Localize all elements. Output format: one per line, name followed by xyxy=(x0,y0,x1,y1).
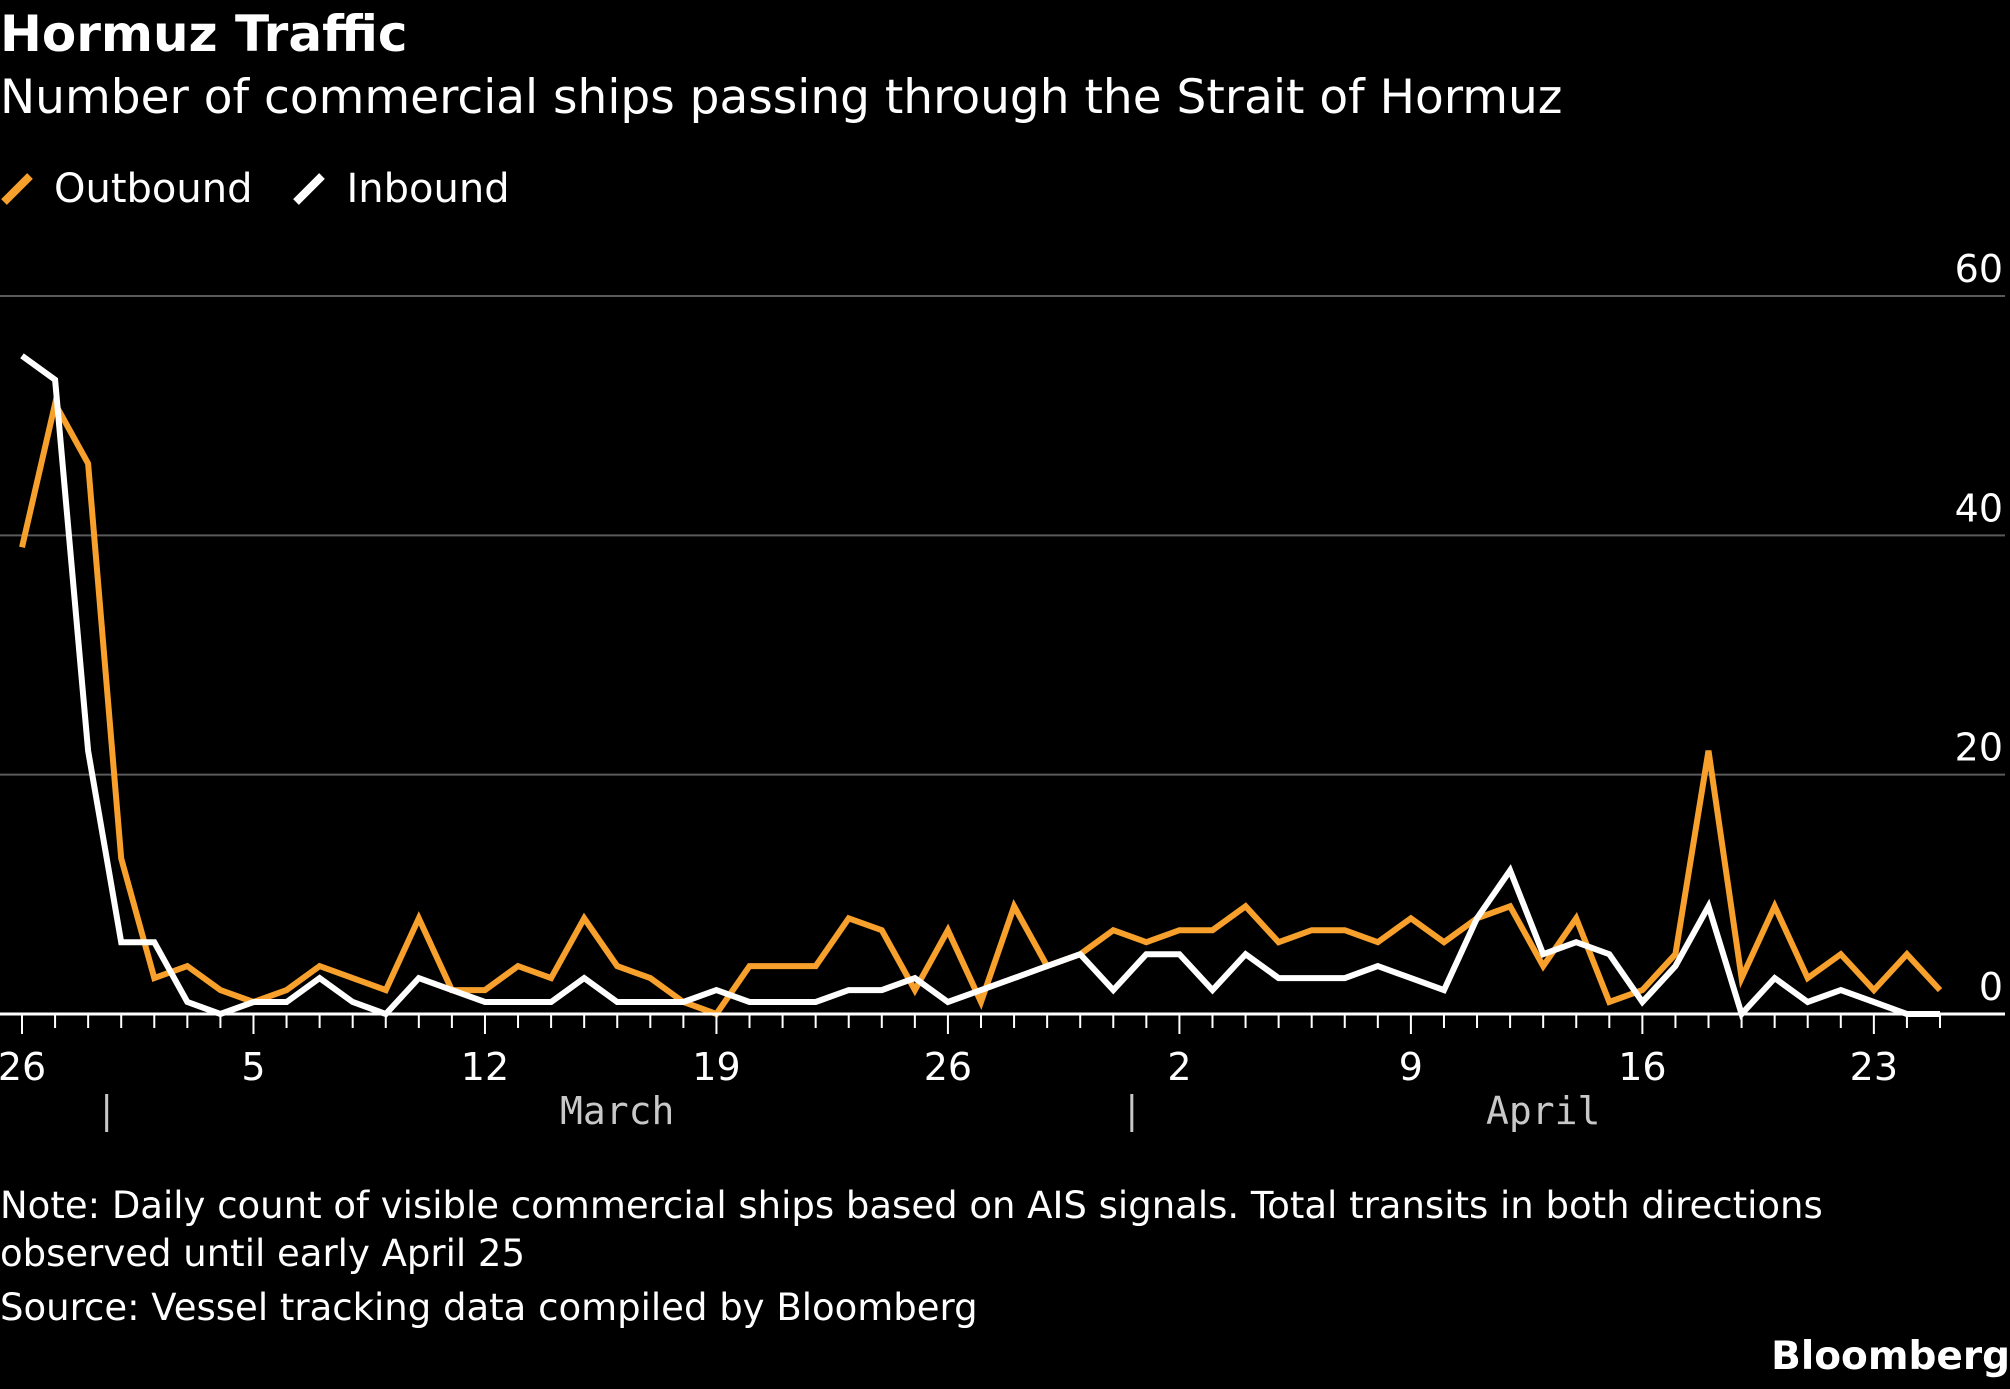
x-tick-label: 19 xyxy=(692,1045,740,1089)
legend-swatch-outbound xyxy=(1,173,33,205)
series-line-inbound xyxy=(20,353,1940,1020)
legend-item-inbound: Inbound xyxy=(292,166,510,212)
x-tick-label: 26 xyxy=(0,1045,46,1089)
series-line-outbound xyxy=(19,395,1943,1018)
chart-note: Note: Daily count of visible commercial … xyxy=(0,1184,1823,1275)
brand-logo: Bloomberg xyxy=(1771,1334,2010,1379)
chart-legend: Outbound Inbound xyxy=(0,162,550,216)
x-tick-label: 23 xyxy=(1850,1045,1898,1089)
chart-title: Hormuz Traffic xyxy=(0,5,408,63)
month-label: April xyxy=(1486,1089,1600,1133)
line-chart: 0 20 40 60 26 5 12 19 26 2 9 16 23 March April xyxy=(0,247,2005,1133)
legend-swatch-inbound xyxy=(293,173,326,205)
x-tick-label: 26 xyxy=(924,1045,972,1089)
x-tick-label: 9 xyxy=(1399,1045,1423,1089)
x-tick-label: 16 xyxy=(1618,1045,1666,1089)
month-label: March xyxy=(560,1089,674,1133)
chart-source: Source: Vessel tracking data compiled by… xyxy=(0,1286,978,1329)
chart-subtitle: Number of commercial ships passing throu… xyxy=(0,70,1563,125)
y-tick-label: 20 xyxy=(1955,726,2003,770)
legend-item-outbound: Outbound xyxy=(0,166,252,212)
x-tick-label: 5 xyxy=(241,1045,265,1089)
legend-label-outbound: Outbound xyxy=(54,166,253,212)
x-tick-label: 12 xyxy=(461,1045,509,1089)
y-tick-label: 60 xyxy=(1955,247,2003,291)
x-tick-label: 2 xyxy=(1167,1045,1191,1089)
y-tick-label: 40 xyxy=(1955,486,2003,530)
legend-label-inbound: Inbound xyxy=(346,166,510,212)
y-tick-label: 0 xyxy=(1979,965,2003,1009)
